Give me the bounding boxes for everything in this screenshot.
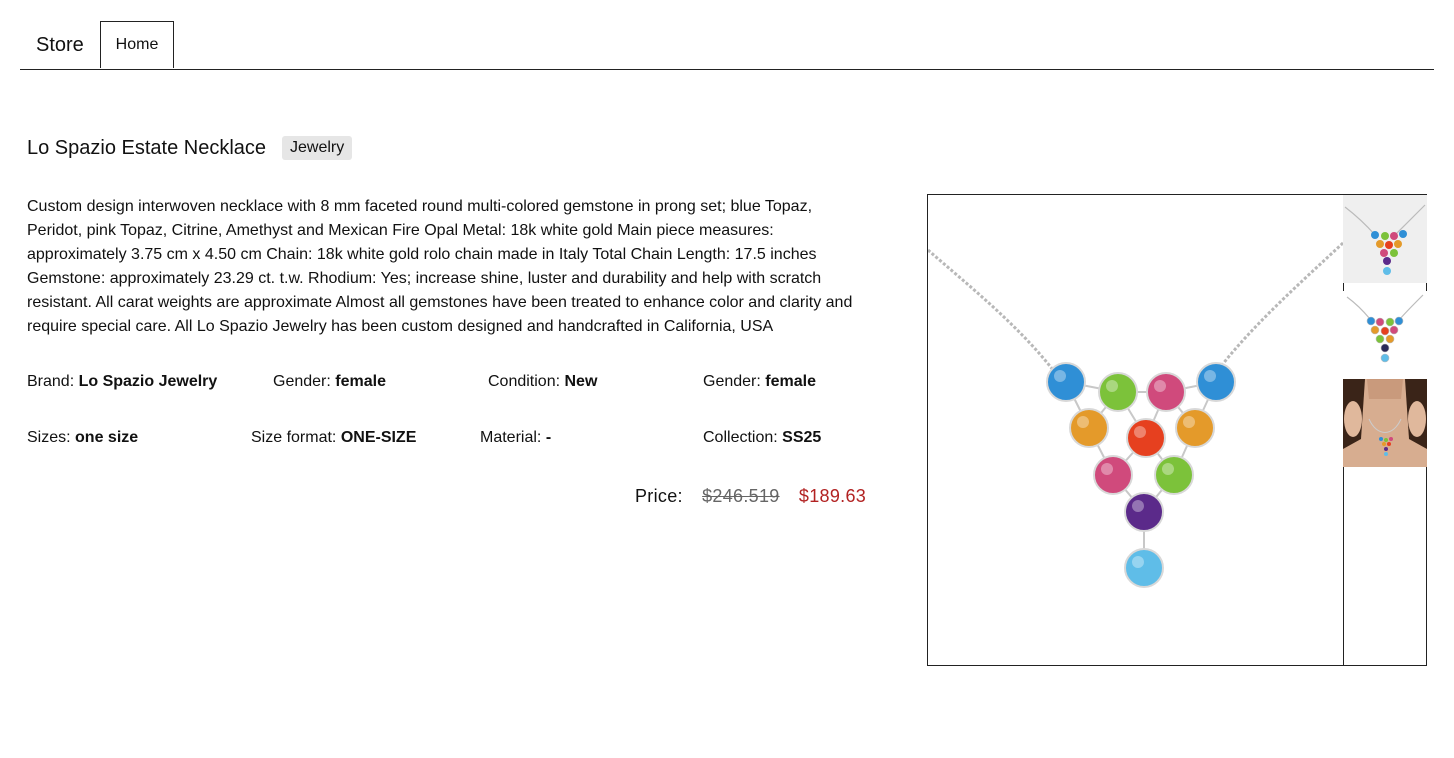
attr-condition-value: New	[564, 373, 598, 390]
attr-sizes: Sizes: one size	[27, 429, 138, 447]
attr-sizes-label: Sizes:	[27, 429, 71, 446]
store-brand[interactable]: Store	[36, 34, 84, 56]
category-badge: Jewelry	[282, 136, 353, 160]
top-navigation: Store Home	[20, 20, 1434, 70]
attr-collection-label: Collection:	[703, 429, 778, 446]
attr-material-value: -	[545, 429, 552, 446]
attr-brand-label: Brand:	[27, 373, 75, 390]
product-gallery	[927, 194, 1427, 666]
attr-brand-value: Lo Spazio Jewelry	[78, 373, 218, 390]
attr-size-format: Size format: ONE-SIZE	[251, 429, 416, 447]
attr-brand: Brand: Lo Spazio Jewelry	[27, 373, 217, 391]
necklace-thumb-icon[interactable]	[1343, 291, 1427, 379]
attr-sizes-value: one size	[75, 429, 139, 446]
thumbnail-strip	[1343, 195, 1427, 665]
necklace-thumb-graphic	[1344, 204, 1426, 275]
product-title: Lo Spazio Estate Necklace	[27, 137, 267, 159]
model-thumb-graphic	[1343, 379, 1427, 467]
attr-gender-label: Gender:	[273, 373, 331, 390]
attr-gender2-value: female	[765, 373, 816, 390]
price-label: Price:	[635, 486, 683, 506]
attr-material-label: Material:	[480, 429, 542, 446]
necklace-illustration	[928, 241, 1343, 588]
attr-gender: Gender: female	[273, 373, 386, 391]
necklace-image[interactable]	[928, 195, 1344, 665]
necklace-thumb-graphic-alt	[1346, 294, 1424, 363]
attr-gender-secondary: Gender: female	[703, 373, 816, 391]
attr-gender2-label: Gender:	[703, 373, 761, 390]
necklace-thumb-icon[interactable]	[1343, 195, 1427, 283]
attr-condition: Condition: New	[488, 373, 597, 391]
attr-collection-value: SS25	[782, 429, 822, 446]
attr-size-format-value: ONE-SIZE	[340, 429, 417, 446]
product-description: Custom design interwoven necklace with 8…	[27, 198, 853, 335]
price-sale: $189.63	[798, 486, 867, 506]
price-row: Price: $246.519 $189.63	[635, 486, 866, 507]
attr-size-format-label: Size format:	[251, 429, 337, 446]
model-wearing-necklace-icon[interactable]	[1343, 379, 1427, 467]
attr-gender-value: female	[335, 373, 386, 390]
attr-condition-label: Condition:	[488, 373, 561, 390]
tab-home[interactable]: Home	[100, 21, 174, 68]
price-original: $246.519	[702, 486, 780, 506]
attr-collection: Collection: SS25	[703, 429, 821, 447]
attr-material: Material: -	[480, 429, 551, 447]
